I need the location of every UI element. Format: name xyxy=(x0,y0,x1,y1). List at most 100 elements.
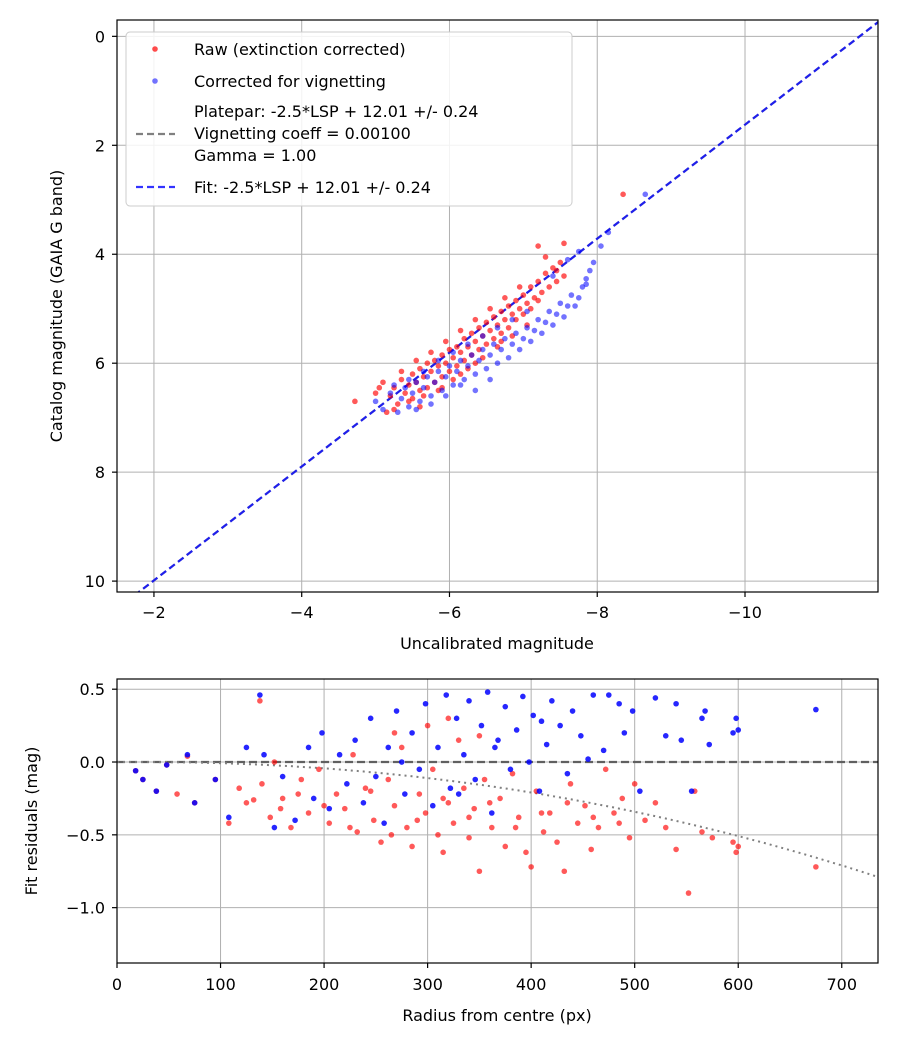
legend-marker-corrected xyxy=(152,78,158,84)
raw-point xyxy=(553,278,560,285)
raw-residual-point xyxy=(461,785,467,792)
corrected-residual-point xyxy=(416,766,423,773)
raw-residual-point xyxy=(512,824,519,831)
raw-point xyxy=(542,254,549,260)
raw-residual-point xyxy=(709,834,716,841)
corrected-residual-point xyxy=(730,730,736,736)
corrected-residual-point xyxy=(733,715,739,722)
corrected-residual-point xyxy=(163,762,170,768)
raw-residual-point xyxy=(440,795,446,802)
bottom-x-tick-label: 300 xyxy=(412,975,443,994)
corrected-residual-point xyxy=(393,708,400,714)
bottom-residuals-plot: 0 100 200 300 400 500 600 700 0.5 0.0 −0.5 −1.0 Ra… xyxy=(22,678,879,1025)
corrected-point xyxy=(527,338,534,345)
raw-residual-point xyxy=(440,849,446,856)
raw-residual-point xyxy=(298,776,305,783)
top-y-tick-label: 0 xyxy=(95,27,105,46)
raw-point xyxy=(483,341,490,347)
raw-residual-point xyxy=(588,846,595,853)
corrected-residual-point xyxy=(257,692,263,698)
raw-point xyxy=(439,352,445,358)
raw-point xyxy=(505,324,512,331)
raw-residual-point xyxy=(509,770,516,777)
raw-residual-point xyxy=(631,781,638,787)
bottom-y-tick-label: 0.5 xyxy=(80,680,105,699)
corrected-residual-point xyxy=(429,802,436,809)
raw-residual-point xyxy=(236,785,242,792)
corrected-point xyxy=(380,406,386,413)
corrected-residual-point xyxy=(319,730,325,736)
corrected-point xyxy=(420,384,427,391)
corrected-point xyxy=(461,376,468,383)
corrected-residual-point xyxy=(502,703,509,710)
raw-residual-point xyxy=(602,766,609,773)
corrected-point xyxy=(505,354,512,361)
raw-residual-point xyxy=(391,730,398,736)
corrected-point xyxy=(494,324,501,331)
raw-point xyxy=(498,330,504,337)
legend-label-platepar-line2: Vignetting coeff = 0.00100 xyxy=(194,124,411,143)
raw-residual-point xyxy=(347,824,353,831)
raw-residual-point xyxy=(243,799,250,806)
raw-point xyxy=(535,243,541,249)
corrected-point xyxy=(546,308,553,315)
corrected-point xyxy=(439,387,445,394)
raw-residual-point xyxy=(409,843,415,850)
raw-residual-point xyxy=(279,795,286,802)
raw-point xyxy=(457,327,464,334)
raw-point xyxy=(454,344,460,350)
bottom-x-tick-label: 600 xyxy=(723,975,754,994)
corrected-point xyxy=(550,322,556,328)
raw-point xyxy=(557,259,564,266)
raw-point xyxy=(461,335,468,342)
raw-point xyxy=(527,284,534,290)
raw-point xyxy=(516,284,523,290)
top-y-tick-label: 10 xyxy=(85,572,105,591)
corrected-point xyxy=(479,346,486,353)
corrected-point xyxy=(472,371,479,377)
corrected-point xyxy=(642,191,649,198)
corrected-point xyxy=(598,243,604,249)
raw-point xyxy=(516,305,523,312)
corrected-point xyxy=(450,349,456,356)
corrected-residual-point xyxy=(578,733,584,739)
raw-residual-point xyxy=(341,805,348,812)
raw-point xyxy=(428,349,434,356)
corrected-residual-point xyxy=(352,737,358,743)
corrected-residual-point xyxy=(226,814,232,821)
corrected-point xyxy=(550,273,556,279)
raw-residual-point xyxy=(424,722,431,729)
corrected-residual-point xyxy=(385,744,392,751)
bottom-x-tick-label: 700 xyxy=(826,975,857,994)
raw-point xyxy=(476,324,482,331)
corrected-residual-point xyxy=(585,756,591,762)
corrected-residual-point xyxy=(455,791,462,797)
raw-point xyxy=(505,303,512,309)
top-y-ticks: 0 2 4 6 8 10 xyxy=(85,27,117,591)
raw-residual-point xyxy=(515,814,522,821)
corrected-point xyxy=(457,382,464,388)
corrected-point xyxy=(524,324,530,331)
corrected-point xyxy=(409,390,416,396)
top-x-tick-label: −6 xyxy=(438,603,462,622)
legend-label-raw: Raw (extinction corrected) xyxy=(194,40,406,59)
corrected-point xyxy=(372,398,379,405)
raw-point xyxy=(472,316,479,323)
corrected-point xyxy=(387,390,394,396)
bottom-y-tick-label: −0.5 xyxy=(66,826,105,845)
raw-residual-point xyxy=(398,744,405,751)
corrected-residual-point xyxy=(606,692,612,698)
raw-point xyxy=(398,368,405,375)
raw-residual-point xyxy=(626,834,633,841)
corrected-point xyxy=(487,352,493,358)
raw-residual-point xyxy=(733,849,739,856)
raw-point xyxy=(450,354,456,361)
corrected-point xyxy=(575,295,582,301)
raw-point xyxy=(372,390,379,396)
corrected-point xyxy=(465,341,471,347)
raw-point xyxy=(520,292,527,298)
legend-label-corrected: Corrected for vignetting xyxy=(194,72,386,91)
corrected-point xyxy=(583,281,589,288)
top-x-tick-label: −4 xyxy=(290,603,314,622)
corrected-residual-point xyxy=(616,700,622,707)
